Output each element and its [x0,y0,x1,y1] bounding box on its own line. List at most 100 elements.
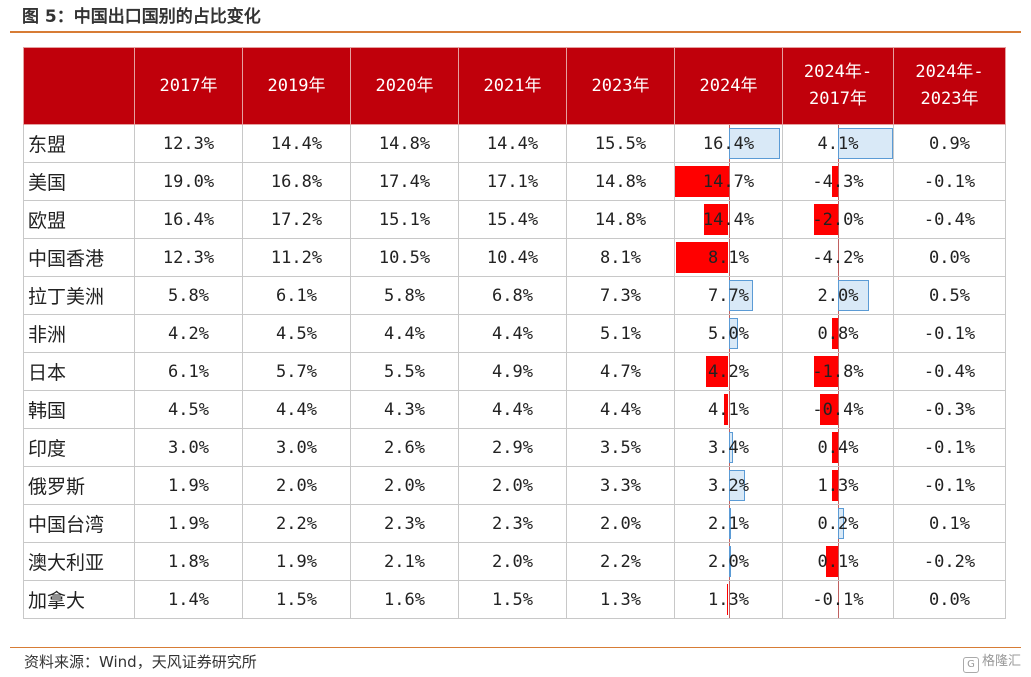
share-value: 4.3% [350,390,459,429]
share-value: 1.9% [134,504,243,543]
change-cell: 4.1% [782,124,894,163]
row-label: 中国台湾 [23,504,135,543]
share-value: 14.8% [350,124,459,163]
negative-data-bar [723,394,729,425]
row-label: 非洲 [23,314,135,353]
table-row: 拉丁美洲 5.8% 6.1% 5.8% 6.8% 7.3% 7.7% 2.0% 0.5% [23,276,1006,315]
positive-data-bar [728,280,754,311]
column-header-line: 2017年 [159,75,218,96]
change-cell: 0.2% [782,504,894,543]
watermark-text: 格隆汇 [981,654,1021,669]
table-row: 非洲 4.2% 4.5% 4.4% 4.4% 5.1% 5.0% 0.8% -0.1% [23,314,1006,353]
share-value: 3.0% [242,428,351,467]
change-value: 4.1% [708,399,749,420]
change-value: -0.1% [812,589,864,610]
share-value: 4.4% [458,314,567,353]
positive-data-bar [728,432,734,463]
column-header-line: 2021年 [483,75,542,96]
bar-axis [728,163,730,200]
bar-axis [838,429,839,466]
change-cell: 1.3% [674,580,783,619]
table-row: 东盟 12.3% 14.4% 14.8% 14.4% 15.5% 16.4% 4.1% 0.9% [23,124,1006,163]
change-cell: 7.7% [674,276,783,315]
change-value: 0.2% [817,513,859,534]
positive-data-bar [728,128,780,159]
table-row: 俄罗斯 1.9% 2.0% 2.0% 2.0% 3.3% 3.2% 1.3% -0.1% [23,466,1006,505]
share-value: 2.0% [566,504,675,543]
row-label: 欧盟 [23,200,135,239]
change-cell: 14.7% [674,162,783,201]
positive-data-bar [728,318,739,349]
share-value: 3.3% [566,466,675,505]
share-value: 15.5% [566,124,675,163]
negative-data-bar [727,584,729,615]
negative-data-bar [831,166,838,197]
bar-axis [728,581,730,618]
share-value: 2.2% [242,504,351,543]
bar-axis [838,353,839,390]
share-value: 16.8% [242,162,351,201]
share-value: 0.0% [893,238,1006,277]
header-corner [23,47,135,125]
share-value: -0.1% [893,314,1006,353]
positive-data-bar [728,470,745,501]
column-header: 2024年 [674,47,783,125]
share-value: 0.0% [893,580,1006,619]
bar-axis [838,315,839,352]
share-value: 14.8% [566,162,675,201]
change-value: 3.4% [708,437,749,458]
share-value: 1.5% [242,580,351,619]
negative-data-bar [813,204,838,235]
table-row: 美国 19.0% 16.8% 17.4% 17.1% 14.8% 14.7% -4.3% -0.… [23,162,1006,201]
table-row: 欧盟 16.4% 17.2% 15.1% 15.4% 14.8% 14.4% -2.0% -0.… [23,200,1006,239]
share-value: 4.2% [134,314,243,353]
share-value: 4.5% [242,314,351,353]
share-value: 5.5% [350,352,459,391]
table-row: 加拿大 1.4% 1.5% 1.6% 1.5% 1.3% 1.3% -0.1% 0.0% [23,580,1006,619]
change-cell: 4.1% [674,390,783,429]
change-value: 7.7% [708,285,749,306]
column-header-line: 2019年 [267,75,326,96]
negative-data-bar [676,242,729,273]
share-value: 2.6% [350,428,459,467]
share-value: 10.4% [458,238,567,277]
share-value: 12.3% [134,238,243,277]
column-header: 2021年 [458,47,567,125]
change-value: 2.0% [708,551,749,572]
column-header-line: 2024年 [699,75,758,96]
row-label: 韩国 [23,390,135,429]
share-value: 4.4% [566,390,675,429]
positive-data-bar [838,280,869,311]
share-value: 2.1% [350,542,459,581]
column-header: 2024年- 2017年 [782,47,894,125]
positive-data-bar [728,546,731,577]
row-label: 拉丁美洲 [23,276,135,315]
share-value: 12.3% [134,124,243,163]
share-value: 6.8% [458,276,567,315]
row-label: 美国 [23,162,135,201]
share-value: 2.3% [458,504,567,543]
share-value: 7.3% [566,276,675,315]
share-value: 17.4% [350,162,459,201]
change-cell: 2.1% [674,504,783,543]
share-value: -0.2% [893,542,1006,581]
share-value: 10.5% [350,238,459,277]
change-cell: -1.8% [782,352,894,391]
change-value: 0.8% [817,323,859,344]
column-header: 2017年 [134,47,243,125]
change-cell: -4.2% [782,238,894,277]
change-value: 2.0% [817,285,859,306]
change-cell: 1.3% [782,466,894,505]
share-value: 4.4% [458,390,567,429]
positive-data-bar [838,128,893,159]
negative-data-bar [675,166,729,197]
table-row: 澳大利亚 1.8% 1.9% 2.1% 2.0% 2.2% 2.0% 0.1% -0.2% [23,542,1006,581]
share-value: 3.0% [134,428,243,467]
column-header-line: 2024年- [803,62,873,82]
change-value: -4.2% [812,247,864,268]
bar-axis [838,581,839,618]
share-value: 15.4% [458,200,567,239]
bar-axis [838,391,839,428]
row-label: 印度 [23,428,135,467]
bar-axis [838,467,839,504]
